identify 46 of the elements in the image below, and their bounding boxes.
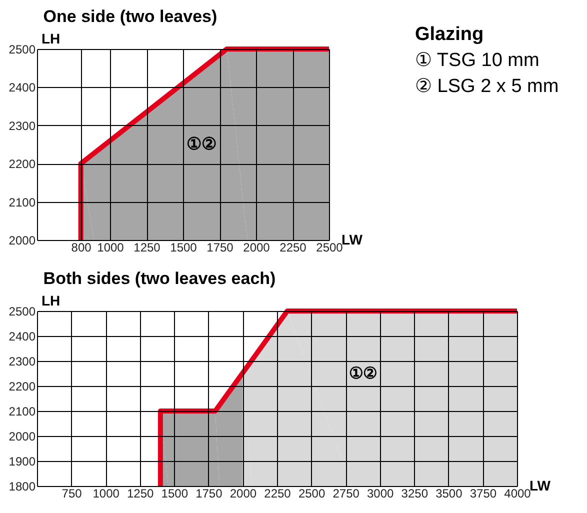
text: ② LSG 2 x 5 mm [415,75,559,99]
annotation: ①② [186,134,216,154]
y-tick-label: 2100 [8,404,36,418]
x-axis-title: LW [342,232,364,248]
x-tick-label: 1250 [134,240,161,254]
x-tick-label: 2000 [243,240,270,254]
y-tick-label: 2400 [8,330,36,344]
x-tick-label: 3750 [470,486,497,500]
y-axis-title: LH [42,292,60,308]
y-tick-label: 2000 [8,430,36,444]
x-tick-label: 2750 [332,486,360,500]
text: Glazing [415,23,485,47]
x-tick-label: 2250 [264,486,292,500]
y-tick-label: 1800 [8,480,36,494]
y-tick-label: 2400 [8,80,36,95]
y-tick-label: 2300 [8,354,36,368]
x-tick-label: 3500 [436,486,463,500]
x-tick-label: 1750 [206,240,234,254]
x-tick-label: 1500 [161,486,188,500]
chart-title: Both sides (two leaves each) [43,269,276,288]
x-axis-title: LW [530,478,552,494]
y-axis-title: LH [42,30,60,46]
text: ① TSG 10 mm [415,49,540,73]
x-tick-label: 3000 [367,486,394,500]
y-tick-label: 2300 [8,118,36,133]
x-tick-label: 1000 [97,240,124,254]
x-tick-label: 1750 [196,486,223,500]
x-tick-label: 2250 [280,240,307,254]
x-tick-label: 1250 [127,486,154,500]
x-tick-label: 1500 [170,240,198,254]
y-tick-label: 2100 [8,195,36,210]
y-tick-label: 2500 [8,42,36,56]
x-tick-label: 2500 [298,486,326,500]
annotation: ①② [348,365,377,382]
y-tick-label: 1900 [8,454,36,468]
x-tick-label: 800 [71,240,92,254]
x-tick-label: 4000 [504,486,532,500]
x-tick-label: 2500 [316,240,344,254]
x-tick-label: 2000 [230,486,257,500]
y-tick-label: 2200 [8,157,36,172]
y-tick-label: 2500 [8,304,36,318]
x-tick-label: 750 [62,486,82,500]
chart-title: One side (two leaves) [43,7,218,26]
x-tick-label: 3250 [401,486,428,500]
y-tick-label: 2200 [8,380,36,394]
x-tick-label: 1000 [92,486,120,500]
